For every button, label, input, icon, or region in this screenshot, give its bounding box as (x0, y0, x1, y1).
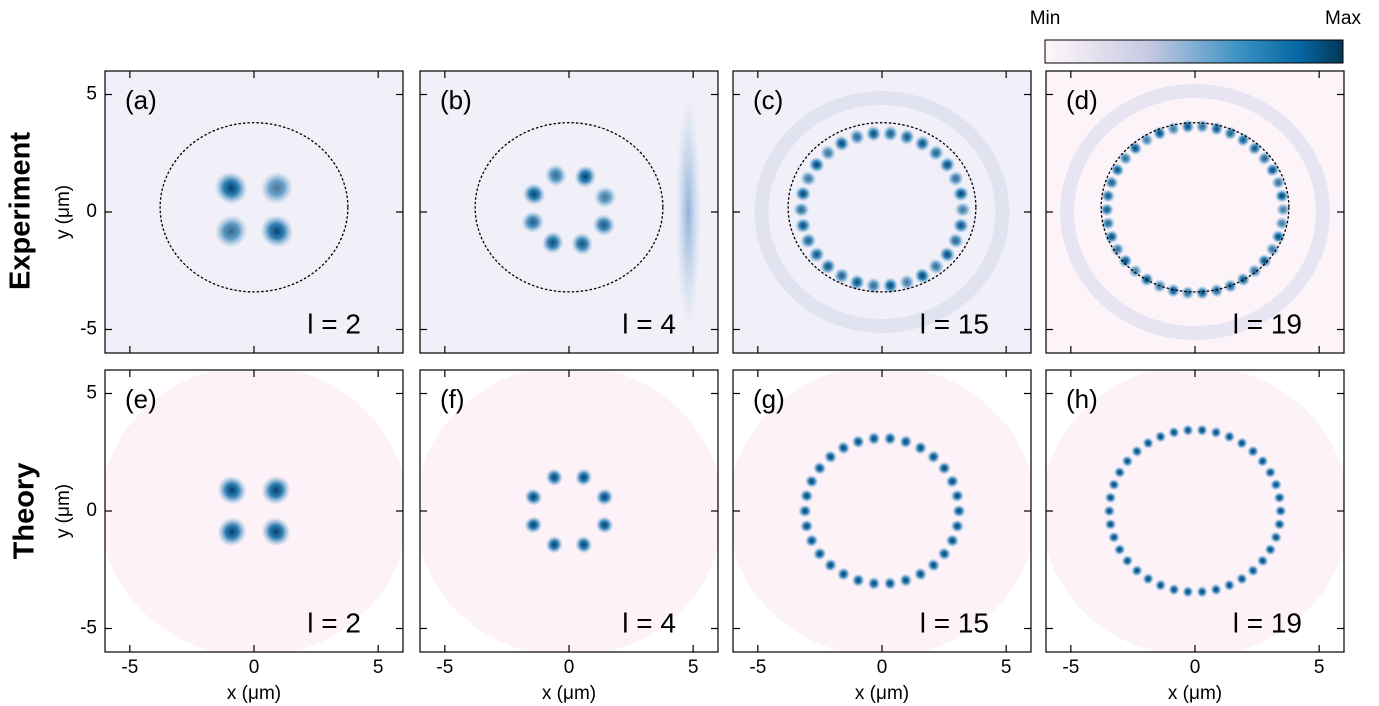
stripe (676, 95, 701, 330)
y-tick-label: 5 (86, 84, 97, 105)
annotation: l = 4 (622, 308, 676, 339)
panel: -5 0 5 -5 0 5 (e) l = 2 x (μm) y (μm) (53, 365, 408, 704)
figure: Experiment Theory Min Max -5 0 5 (a) l = 2 y … (0, 0, 1379, 706)
panel: -5 0 5 (g) l = 15 x (μm) (728, 365, 1036, 704)
annotation: l = 2 (307, 308, 361, 339)
x-tick-label: 0 (564, 657, 575, 678)
x-axis-label: x (μm) (1168, 683, 1222, 704)
panel: -5 0 5 (f) l = 4 x (μm) (415, 365, 723, 704)
panel-label: (f) (440, 384, 465, 414)
panel-label: (a) (125, 85, 157, 115)
annotation: l = 19 (1233, 607, 1302, 638)
panel-label: (g) (753, 384, 785, 414)
lobe (955, 202, 971, 218)
y-tick-label: -5 (80, 618, 97, 639)
x-tick-label: -5 (1062, 657, 1079, 678)
panel-label: (h) (1066, 384, 1098, 414)
x-axis-label: x (μm) (227, 683, 281, 704)
x-tick-label: 0 (249, 657, 260, 678)
lobe (1276, 203, 1290, 216)
y-tick-label: 0 (86, 201, 97, 222)
x-tick-label: 5 (688, 657, 699, 678)
y-tick-label: 5 (86, 383, 97, 404)
x-tick-label: -5 (121, 657, 138, 678)
x-tick-label: -5 (749, 657, 766, 678)
x-axis-label: x (μm) (855, 683, 909, 704)
y-axis-label: y (μm) (53, 185, 74, 239)
x-tick-label: 0 (1190, 657, 1201, 678)
lobe (793, 202, 809, 218)
panel: -5 0 5 (a) l = 2 y (μm) (53, 71, 403, 353)
annotation: l = 15 (920, 607, 989, 638)
y-tick-label: 0 (86, 500, 97, 521)
colorbar-max-label: Max (1325, 8, 1361, 29)
colorbar-min-label: Min (1030, 8, 1061, 29)
lobe (798, 505, 812, 518)
lobe (1103, 505, 1115, 516)
x-tick-label: 5 (373, 657, 384, 678)
y-axis-label: y (μm) (53, 484, 74, 538)
panel: (d) l = 19 (1046, 71, 1344, 353)
y-tick-label: -5 (80, 319, 97, 340)
panel: (b) l = 4 (420, 71, 718, 353)
x-axis-label: x (μm) (542, 683, 596, 704)
lobe (952, 505, 966, 518)
colorbar (1045, 40, 1343, 63)
lobe (1100, 203, 1114, 216)
panel-label: (b) (440, 85, 472, 115)
row-label: Theory (9, 463, 41, 560)
panel-label: (e) (125, 384, 157, 414)
panel-label: (c) (753, 85, 783, 115)
annotation: l = 15 (920, 308, 989, 339)
x-tick-label: 5 (1001, 657, 1012, 678)
x-tick-label: -5 (436, 657, 453, 678)
x-tick-label: 0 (877, 657, 888, 678)
panel: (c) l = 15 (733, 71, 1031, 353)
panel-label: (d) (1066, 85, 1098, 115)
annotation: l = 2 (307, 607, 361, 638)
annotation: l = 4 (622, 607, 676, 638)
lobe (1275, 505, 1287, 516)
annotation: l = 19 (1233, 308, 1302, 339)
panel: -5 0 5 (h) l = 19 x (μm) (1041, 365, 1349, 704)
row-label: Experiment (5, 132, 37, 290)
x-tick-label: 5 (1314, 657, 1325, 678)
